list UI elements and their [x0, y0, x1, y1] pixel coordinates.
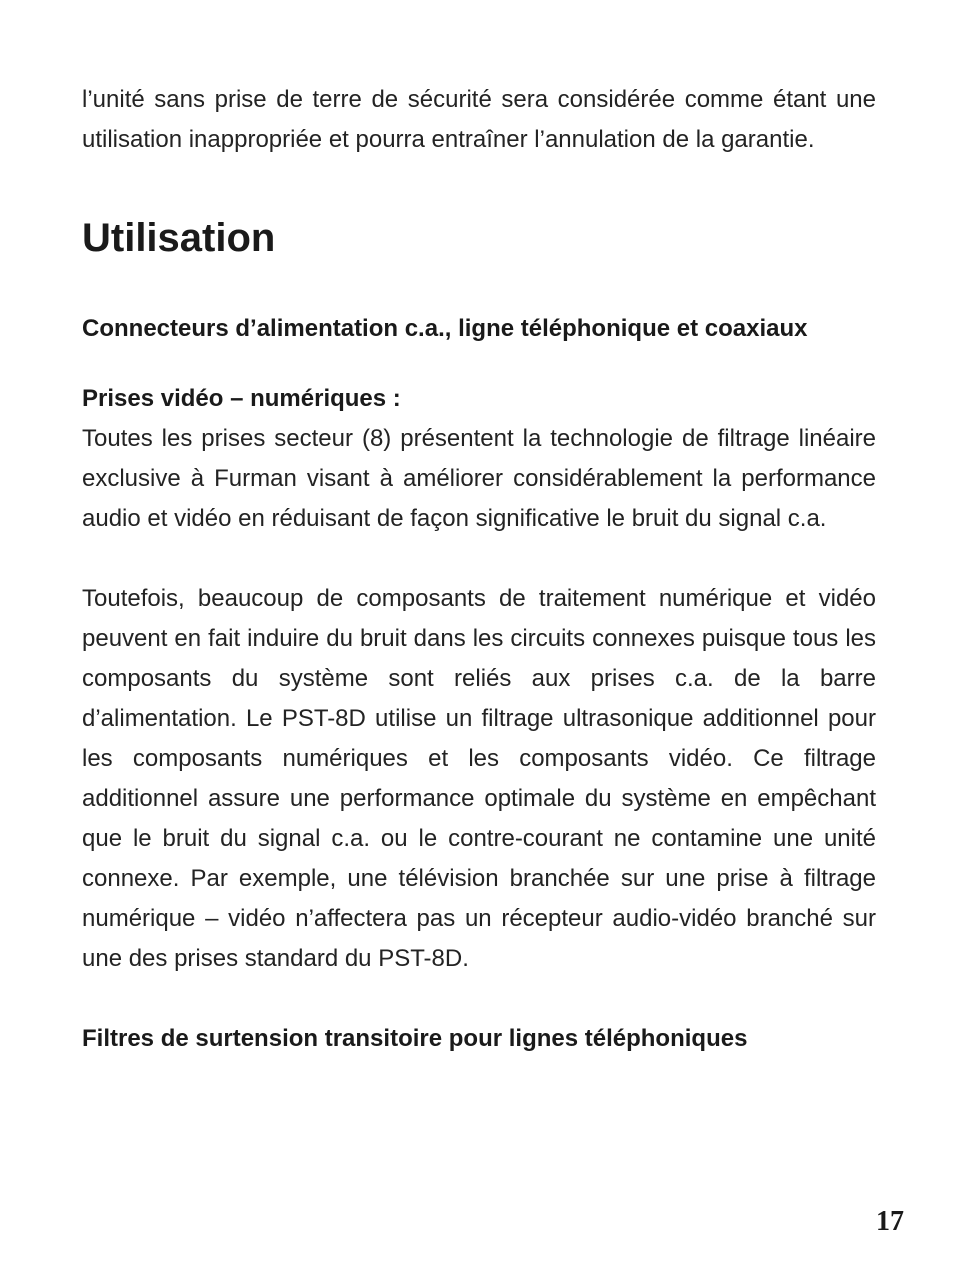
subheading-video-outlets: Prises vidéo – numériques : — [82, 379, 876, 419]
paragraph-filtering: Toutefois, beaucoup de composants de tra… — [82, 579, 876, 979]
document-page: l’unité sans prise de terre de sécurité … — [0, 0, 954, 1272]
spacer — [82, 539, 876, 579]
spacer — [82, 349, 876, 379]
intro-paragraph: l’unité sans prise de terre de sécurité … — [82, 80, 876, 160]
page-number: 17 — [876, 1206, 904, 1238]
spacer — [82, 979, 876, 1019]
subheading-surge-filters: Filtres de surtension transitoire pour l… — [82, 1019, 876, 1059]
paragraph-video-outlets: Toutes les prises secteur (8) présentent… — [82, 419, 876, 539]
section-heading: Utilisation — [82, 216, 876, 261]
subheading-connectors: Connecteurs d’alimentation c.a., ligne t… — [82, 309, 876, 349]
